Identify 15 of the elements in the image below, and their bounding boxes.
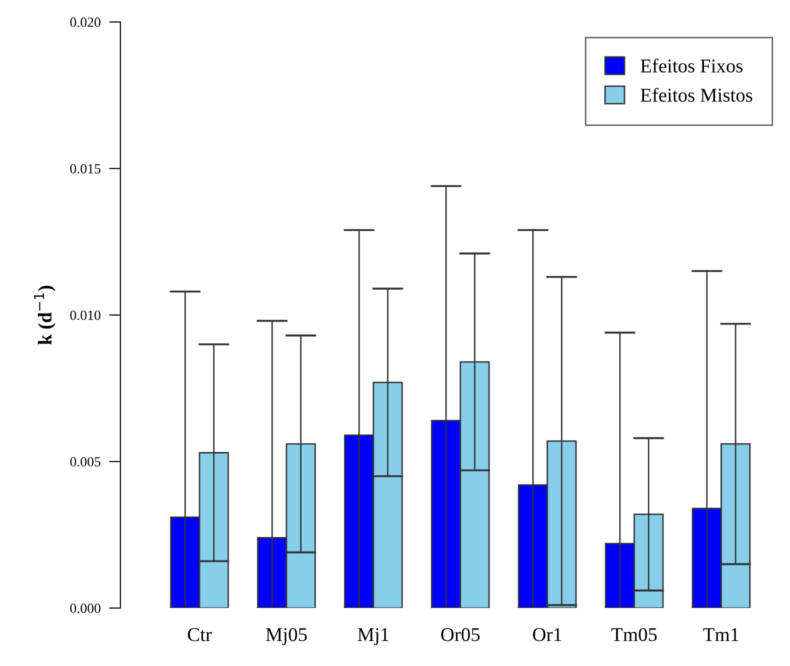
y-tick-label: 0.000 (70, 604, 100, 614)
legend-label: Efeitos Mistos (640, 88, 752, 102)
x-tick-label: Ctr (188, 628, 212, 642)
x-tick-label: Tm1 (703, 628, 738, 641)
y-tick-label: 0.005 (70, 457, 100, 467)
x-tick-label: Mj05 (266, 628, 307, 646)
legend-label: Efeitos Fixos (640, 58, 743, 73)
x-tick-label: Or05 (441, 628, 480, 642)
y-tick-label: 0.020 (70, 18, 100, 27)
y-tick-label: 0.015 (70, 164, 100, 174)
y-tick-label: 0.010 (70, 310, 100, 320)
y-axis-title: k (d$^{−1}$) (34, 286, 56, 345)
x-tick-label: Mj1 (358, 628, 388, 646)
x-tick-label: Tm05 (611, 628, 657, 642)
x-tick-label: Or1 (533, 628, 562, 642)
